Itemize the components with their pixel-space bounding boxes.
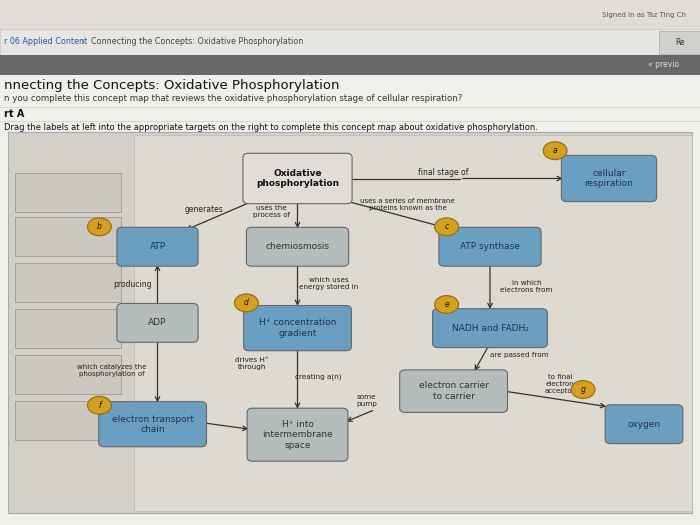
FancyBboxPatch shape (117, 303, 198, 342)
Text: Oxidative
phosphorylation: Oxidative phosphorylation (256, 169, 339, 188)
Circle shape (88, 396, 111, 414)
Text: which catalyzes the
phosphorylation of: which catalyzes the phosphorylation of (77, 364, 147, 377)
Text: producing: producing (113, 280, 153, 289)
FancyBboxPatch shape (0, 29, 700, 55)
Text: ATP synthase: ATP synthase (460, 242, 520, 251)
Circle shape (571, 381, 595, 398)
FancyBboxPatch shape (439, 227, 541, 266)
Circle shape (88, 218, 111, 236)
FancyBboxPatch shape (8, 132, 692, 513)
Text: g: g (581, 385, 585, 394)
Text: « previo: « previo (648, 60, 679, 69)
Text: d: d (244, 298, 248, 308)
Text: electron carrier
to carrier: electron carrier to carrier (419, 382, 489, 401)
Text: ATP: ATP (149, 242, 166, 251)
Text: oxygen: oxygen (627, 419, 661, 429)
FancyBboxPatch shape (0, 75, 700, 525)
FancyBboxPatch shape (243, 153, 352, 204)
Text: NADH and FADH₂: NADH and FADH₂ (452, 323, 528, 333)
Circle shape (435, 218, 458, 236)
FancyBboxPatch shape (15, 309, 121, 348)
FancyBboxPatch shape (244, 306, 351, 351)
Text: H⁺ concentration
gradient: H⁺ concentration gradient (259, 319, 336, 338)
Text: r 06 Applied Content: r 06 Applied Content (4, 37, 87, 47)
Text: b: b (97, 222, 102, 232)
Text: uses the
process of: uses the process of (253, 205, 290, 218)
Text: nnecting the Concepts: Oxidative Phosphorylation: nnecting the Concepts: Oxidative Phospho… (4, 79, 339, 91)
Text: Re: Re (676, 38, 685, 47)
FancyBboxPatch shape (117, 227, 198, 266)
Text: ›: › (80, 37, 85, 47)
FancyBboxPatch shape (99, 402, 206, 447)
Text: which uses
energy stored in: which uses energy stored in (300, 277, 358, 290)
FancyBboxPatch shape (15, 401, 121, 440)
Text: to final
electron
acceptor: to final electron acceptor (545, 374, 575, 394)
FancyBboxPatch shape (659, 31, 700, 54)
Text: some
pump: some pump (356, 394, 377, 406)
FancyBboxPatch shape (15, 173, 121, 212)
FancyBboxPatch shape (134, 135, 692, 511)
Text: Connecting the Concepts: Oxidative Phosphorylation: Connecting the Concepts: Oxidative Phosp… (91, 37, 303, 47)
FancyBboxPatch shape (0, 55, 700, 75)
Circle shape (234, 294, 258, 312)
Text: drives H⁺
through: drives H⁺ through (235, 358, 269, 370)
FancyBboxPatch shape (15, 263, 121, 302)
Text: ADP: ADP (148, 318, 167, 328)
FancyBboxPatch shape (15, 217, 121, 256)
Text: f: f (98, 401, 101, 410)
Text: H⁺ into
intermembrane
space: H⁺ into intermembrane space (262, 420, 333, 449)
Text: Drag the labels at left into the appropriate targets on the right to complete th: Drag the labels at left into the appropr… (4, 123, 538, 132)
Text: c: c (444, 222, 449, 232)
Text: a: a (553, 146, 557, 155)
Text: Signed in as Tsz Ting Ch: Signed in as Tsz Ting Ch (602, 12, 686, 18)
FancyBboxPatch shape (561, 155, 657, 202)
Text: rt A: rt A (4, 109, 24, 119)
FancyBboxPatch shape (433, 309, 547, 348)
Text: are passed from: are passed from (490, 352, 549, 359)
Text: uses a series of membrane
proteins known as the: uses a series of membrane proteins known… (360, 198, 455, 211)
Circle shape (435, 296, 458, 313)
Text: generates: generates (185, 205, 224, 215)
Text: electron transport
chain: electron transport chain (111, 415, 194, 434)
Text: cellular
respiration: cellular respiration (584, 169, 634, 188)
FancyBboxPatch shape (247, 408, 348, 461)
FancyBboxPatch shape (15, 355, 121, 394)
FancyBboxPatch shape (605, 405, 683, 444)
Text: creating a(n): creating a(n) (295, 374, 342, 380)
Circle shape (543, 142, 567, 160)
FancyBboxPatch shape (0, 0, 700, 29)
Text: final stage of: final stage of (418, 167, 468, 177)
FancyBboxPatch shape (400, 370, 508, 413)
Text: in which
electrons from: in which electrons from (500, 280, 552, 292)
FancyBboxPatch shape (246, 227, 349, 266)
Text: n you complete this concept map that reviews the oxidative phosphorylation stage: n you complete this concept map that rev… (4, 94, 462, 103)
Text: chemiosmosis: chemiosmosis (265, 242, 330, 251)
Text: e: e (444, 300, 449, 309)
